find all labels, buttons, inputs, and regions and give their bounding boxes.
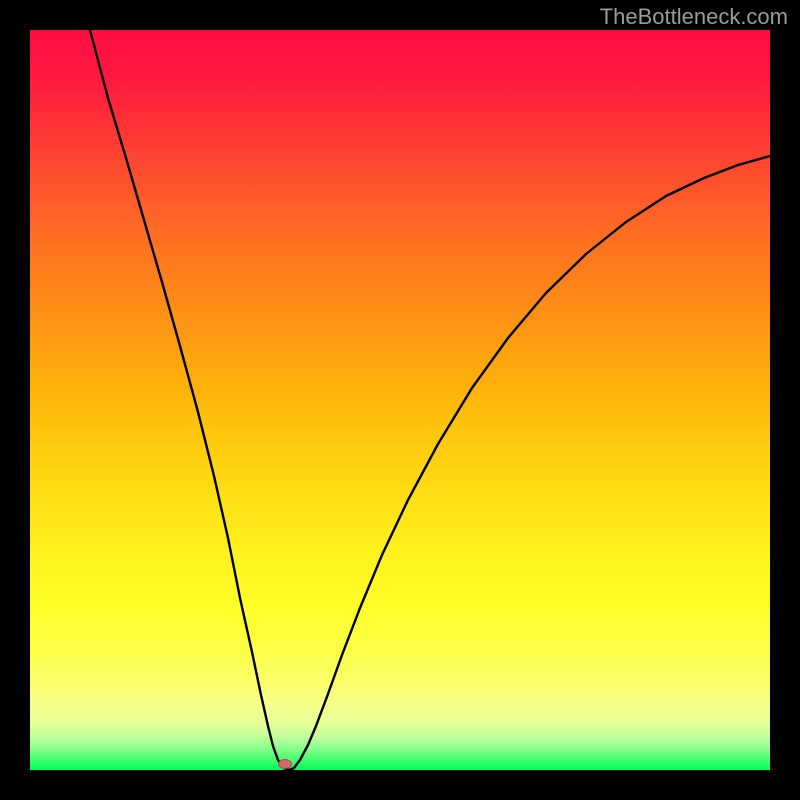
watermark-text: TheBottleneck.com bbox=[600, 4, 788, 30]
curve-svg bbox=[30, 30, 770, 770]
bottleneck-curve bbox=[90, 30, 770, 770]
plot-area bbox=[30, 30, 770, 770]
minimum-marker bbox=[278, 759, 292, 769]
